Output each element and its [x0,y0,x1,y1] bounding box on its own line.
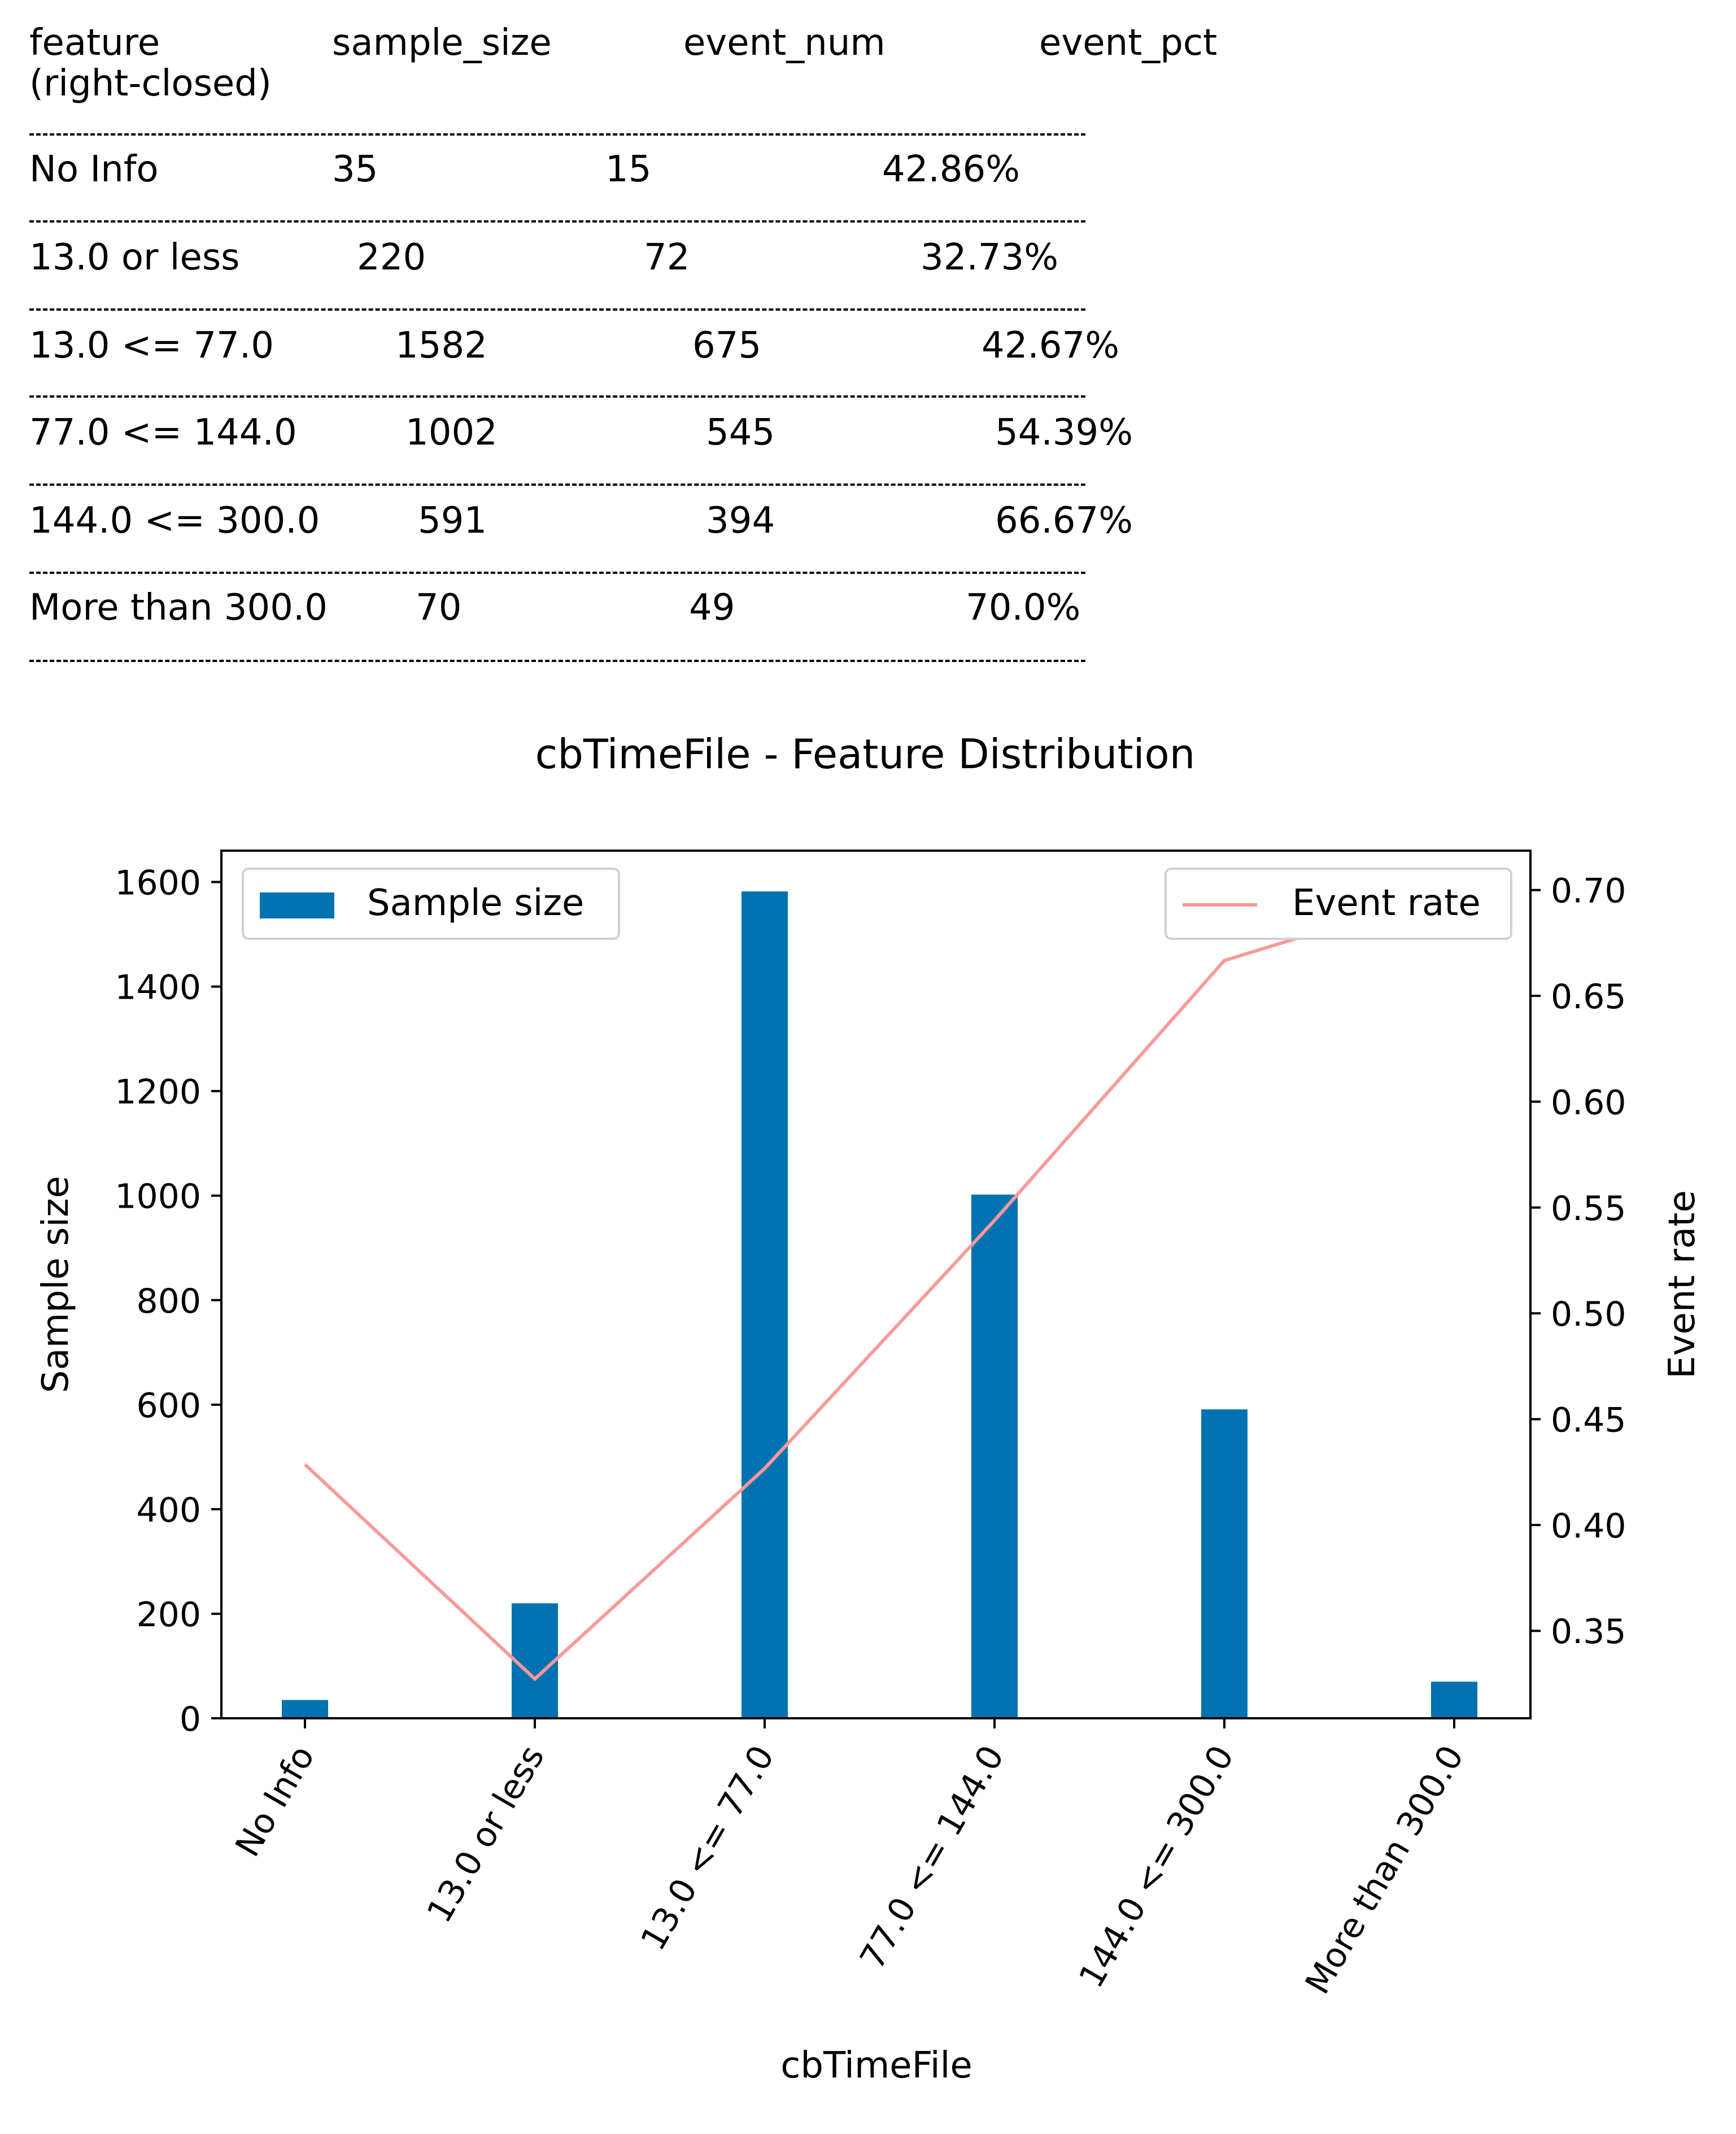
table-cell: 72 [644,237,690,278]
y2-tick-label: 0.45 [1551,1401,1626,1440]
table-cell: 35 [332,149,378,190]
legend-bar-label: Sample size [367,882,584,924]
y-tick-label: 1000 [115,1177,201,1217]
table-cell: 66.67% [995,500,1133,542]
table-cell: 545 [706,412,775,454]
table-cell: No Info [29,149,159,190]
table-divider [29,572,1085,574]
x-tick-label: 13.0 <= 77.0 [633,1739,782,1958]
y2-tick-label: 0.40 [1551,1506,1626,1546]
bar [741,891,788,1718]
table-divider [29,395,1085,398]
y2-tick-label: 0.65 [1551,977,1626,1017]
y2-tick-label: 0.35 [1551,1612,1626,1652]
table-cell: 42.86% [882,149,1020,190]
x-tick-label: More than 300.0 [1298,1739,1472,2001]
table-header-cell: event_pct [1039,22,1218,64]
legend-event-rate: Event rate [1164,868,1512,940]
legend-sample-size: Sample size [242,868,620,940]
table-cell: 1002 [405,412,498,454]
y-tick-label: 1400 [115,968,201,1008]
table-cell: 591 [418,500,487,542]
bar [1431,1682,1477,1718]
table-cell: 54.39% [995,412,1133,454]
table-cell: 394 [706,500,775,542]
y-tick-label: 1200 [115,1073,201,1112]
bar [282,1700,328,1718]
table-cell: 32.73% [921,237,1059,278]
table-cell: 1582 [395,325,487,367]
table-header-cell: sample_size [332,22,552,64]
bar [971,1194,1018,1718]
table-cell: 42.67% [982,325,1120,367]
legend-bar-swatch [260,892,334,918]
y-axis-label: Sample size [35,1176,77,1393]
table-cell: 675 [692,325,762,367]
x-tick-label: No Info [228,1739,322,1864]
table-divider [29,220,1085,223]
chart-title: cbTimeFile - Feature Distribution [535,730,1196,778]
table-cell: 13.0 or less [29,237,240,278]
left-axis: 0 200 400 600 800 1000 1200 1400 1600 [115,864,221,1739]
table-divider [29,133,1085,136]
y-tick-label: 200 [136,1595,201,1635]
bar-series [282,891,1477,1718]
y-tick-label: 600 [136,1386,201,1426]
x-axis: No Info 13.0 or less 13.0 <= 77.0 77.0 <= 1… [228,1718,1472,2001]
table-divider [29,660,1085,662]
feature-distribution-chart: cbTimeFile - Feature Distribution 0 200 40… [35,730,1703,2087]
x-tick-label: 144.0 <= 300.0 [1071,1739,1242,1995]
table-cell: 70 [416,587,462,629]
bar [1201,1409,1248,1718]
x-tick-label: 13.0 or less [420,1739,552,1930]
table-divider [29,484,1085,486]
y-tick-label: 1600 [115,864,201,903]
table-header-cell: event_num [683,22,886,64]
table-cell: 144.0 <= 300.0 [29,500,320,542]
y2-tick-label: 0.70 [1551,872,1626,911]
table-cell: 220 [357,237,426,278]
right-axis: 0.35 0.40 0.45 0.50 0.55 0.60 0.65 0.70 [1530,872,1626,1652]
distribution-table: feature (right-closed) sample_size event_n… [0,0,1736,678]
x-tick-label: 77.0 <= 144.0 [852,1739,1012,1976]
legend-line-label: Event rate [1292,882,1481,924]
table-cell: More than 300.0 [29,587,328,629]
y-tick-label: 800 [136,1282,201,1321]
y2-tick-label: 0.50 [1551,1295,1626,1334]
table-header-cell: feature (right-closed) [29,22,272,104]
y2-axis-label: Event rate [1661,1190,1703,1379]
table-cell: 77.0 <= 144.0 [29,412,297,454]
table-cell: 49 [689,587,735,629]
y2-tick-label: 0.60 [1551,1083,1626,1122]
bar [512,1603,558,1718]
y2-tick-label: 0.55 [1551,1189,1626,1229]
table-cell: 13.0 <= 77.0 [29,325,274,367]
y-tick-label: 400 [136,1491,201,1530]
event-rate-line [303,888,1455,1682]
table-divider [29,308,1085,311]
x-axis-label: cbTimeFile [780,2045,972,2087]
table-cell: 70.0% [966,587,1081,629]
y-tick-label: 0 [180,1700,201,1739]
table-cell: 15 [605,149,652,190]
plot-frame [220,850,1532,1719]
